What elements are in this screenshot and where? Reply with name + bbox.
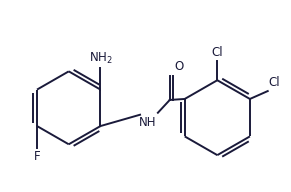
Text: O: O	[175, 60, 184, 73]
Text: Cl: Cl	[269, 76, 280, 89]
Text: F: F	[34, 150, 40, 163]
Text: NH$_2$: NH$_2$	[88, 51, 112, 66]
Text: Cl: Cl	[212, 46, 223, 59]
Text: NH: NH	[139, 116, 157, 129]
